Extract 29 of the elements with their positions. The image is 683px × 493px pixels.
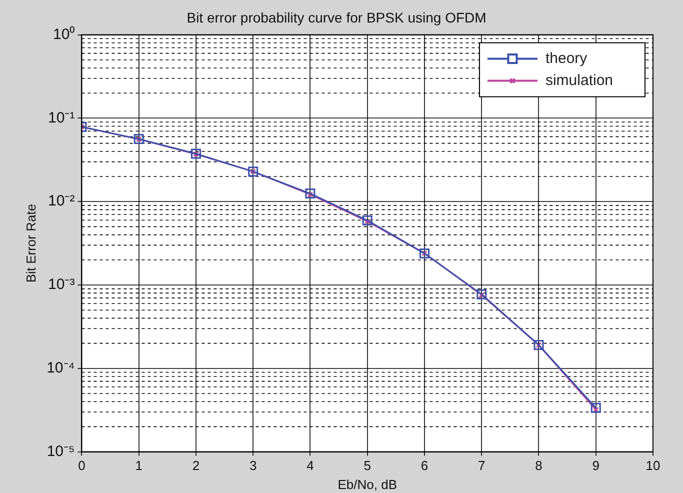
x-tick-label: 4: [306, 458, 314, 474]
y-tick-label: 10⁻⁴: [46, 360, 75, 377]
x-tick-label: 5: [364, 458, 371, 474]
point: [476, 289, 487, 300]
y-tick-label: 10⁻²: [48, 192, 75, 210]
x-tick-label: 10: [646, 458, 660, 474]
x-tick-label: 3: [249, 458, 257, 474]
y-tick-label: 10⁻⁵: [46, 442, 75, 460]
y-tick-label: 10⁰: [53, 26, 75, 43]
y-tick-label: 10⁻³: [48, 276, 75, 294]
point: [590, 402, 601, 413]
x-tick-label: 7: [478, 458, 486, 474]
x-tick-label: 1: [135, 458, 142, 474]
point: [305, 188, 316, 199]
x-tick-label: 0: [78, 458, 86, 474]
legend-label: theory: [545, 50, 588, 67]
point: [534, 340, 544, 350]
point: [190, 148, 201, 159]
x-tick-label: 6: [420, 458, 428, 474]
point: [362, 215, 372, 226]
y-axis-title: Bit Error Rate: [23, 204, 38, 283]
legend-label: simulation: [545, 72, 613, 89]
x-tick-label: 8: [535, 458, 542, 474]
x-axis-title: Eb/No, dB: [338, 476, 397, 492]
x-tick-label: 9: [592, 458, 600, 474]
chart-title: Bit error probability curve for BPSK using OFDM: [186, 9, 486, 26]
y-tick-label: 10⁻¹: [48, 109, 75, 126]
x-tick-label: 2: [192, 458, 200, 474]
point: [248, 166, 258, 177]
